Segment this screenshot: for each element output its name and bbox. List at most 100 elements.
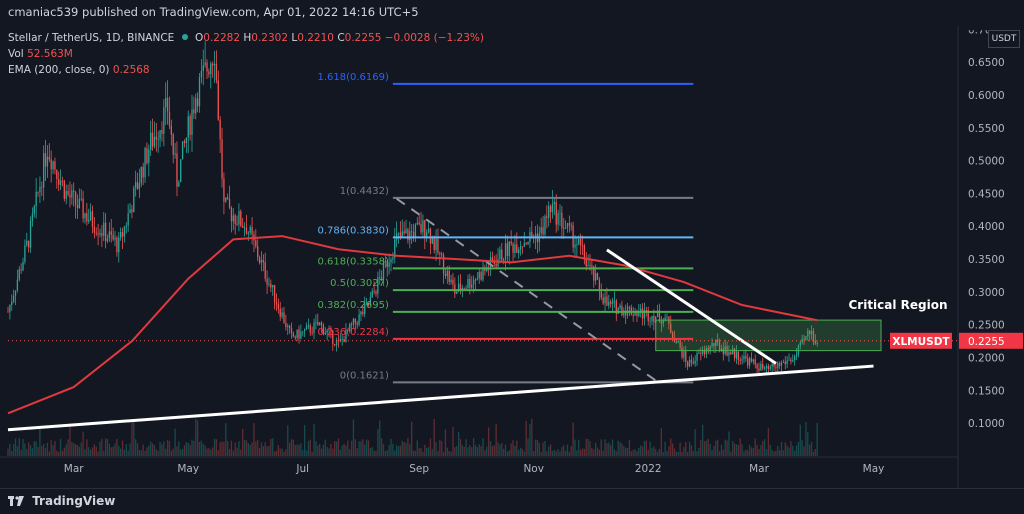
volume-bar	[795, 445, 798, 456]
candle-body	[805, 336, 807, 340]
volume-bar	[557, 449, 559, 456]
volume-bar	[148, 445, 150, 456]
volume-bar	[491, 445, 494, 456]
candle-body	[611, 301, 614, 304]
candle-body	[459, 283, 462, 291]
volume-bar	[771, 449, 773, 456]
volume-bar	[476, 447, 479, 456]
volume-bar	[242, 428, 244, 456]
volume-bar	[150, 441, 152, 456]
volume-bar	[493, 445, 495, 456]
candle-body	[561, 212, 563, 229]
volume-bar	[538, 442, 540, 456]
tradingview-logo-icon	[8, 496, 24, 506]
volume-bar	[747, 450, 749, 456]
candle-body	[103, 222, 105, 236]
candle-body	[720, 348, 723, 351]
candle-body	[138, 183, 141, 190]
volume-bar	[236, 447, 238, 456]
candle-body	[730, 352, 732, 355]
volume-bar	[563, 445, 565, 456]
candle-body	[452, 279, 454, 285]
volume-bar	[185, 442, 188, 456]
volume-bar	[356, 448, 358, 456]
candle-body	[95, 232, 97, 234]
candle-body	[93, 226, 96, 233]
volume-bar	[540, 451, 542, 456]
volume-bar	[168, 440, 171, 456]
volume-bar	[82, 431, 84, 456]
y-tick-label-partial: 0.7000	[968, 26, 1005, 36]
candle-body	[469, 278, 471, 288]
currency-selector[interactable]: USDT	[988, 30, 1020, 48]
candle-body	[112, 234, 114, 240]
candle-body	[88, 219, 90, 222]
candle-body	[339, 339, 341, 341]
candle-body	[183, 141, 186, 144]
candle-body	[228, 199, 231, 208]
volume-bar	[510, 443, 512, 456]
candle-body	[510, 241, 512, 244]
candle-body	[242, 225, 244, 228]
candle-body	[236, 223, 238, 225]
candle-body	[598, 279, 601, 292]
candle-body	[508, 241, 510, 257]
candle-body	[123, 226, 126, 237]
volume-bar	[763, 439, 766, 456]
candle-body	[807, 330, 809, 337]
candle-body	[210, 63, 212, 75]
candle-body	[773, 363, 775, 368]
volume-bar	[651, 447, 653, 456]
volume-bar	[713, 445, 715, 456]
volume-bar	[623, 445, 625, 456]
volume-bar	[638, 447, 640, 456]
volume-bar	[578, 439, 580, 456]
candle-body	[521, 246, 524, 248]
volume-bar	[352, 419, 355, 456]
candle-body	[677, 341, 679, 343]
volume-bar	[266, 446, 268, 456]
volume-bar	[422, 451, 424, 456]
volume-bar	[58, 451, 60, 456]
tradingview-logo[interactable]: TradingView	[8, 494, 115, 508]
volume-bar	[533, 451, 535, 456]
volume-bar	[553, 449, 556, 456]
volume-bar	[339, 449, 341, 456]
volume-bar	[579, 449, 582, 456]
candle-body	[686, 361, 689, 367]
volume-bar	[726, 440, 728, 456]
candle-body	[523, 243, 525, 247]
volume-bar	[670, 438, 672, 456]
candle-body	[67, 191, 69, 195]
candle-body	[664, 317, 666, 321]
candle-body	[397, 232, 400, 234]
candle-body	[579, 238, 582, 246]
volume-bar	[294, 444, 296, 456]
volume-bar	[788, 447, 790, 456]
volume-bar	[664, 441, 666, 456]
candle-body	[583, 245, 586, 260]
candle-body	[765, 366, 768, 368]
price-chart[interactable]: 0.1000 0.1500 0.2000 0.2500 0.3000 0.3500 0.40…	[0, 26, 1024, 488]
candle-body	[29, 220, 32, 248]
volume-bar	[480, 446, 482, 456]
volume-bar	[641, 446, 644, 456]
candle-body	[429, 228, 432, 244]
candle-body	[119, 232, 122, 238]
volume-bar	[290, 439, 293, 456]
candle-body	[809, 330, 811, 335]
volume-bar	[489, 441, 492, 456]
candle-body	[151, 132, 154, 147]
candle-body	[193, 109, 195, 114]
volume-bar	[709, 443, 711, 456]
volume-bar	[93, 444, 96, 456]
y-tick-label: 0.5500	[968, 123, 1005, 135]
volume-bar	[191, 439, 193, 456]
chart-area[interactable]: 0.1000 0.1500 0.2000 0.2500 0.3000 0.3500 0.40…	[0, 26, 1024, 488]
candle-body	[73, 190, 75, 192]
candle-body	[596, 273, 599, 280]
candle-body	[136, 182, 139, 190]
candle-body	[43, 153, 45, 188]
volume-bar	[643, 440, 646, 456]
candle-body	[715, 339, 717, 347]
